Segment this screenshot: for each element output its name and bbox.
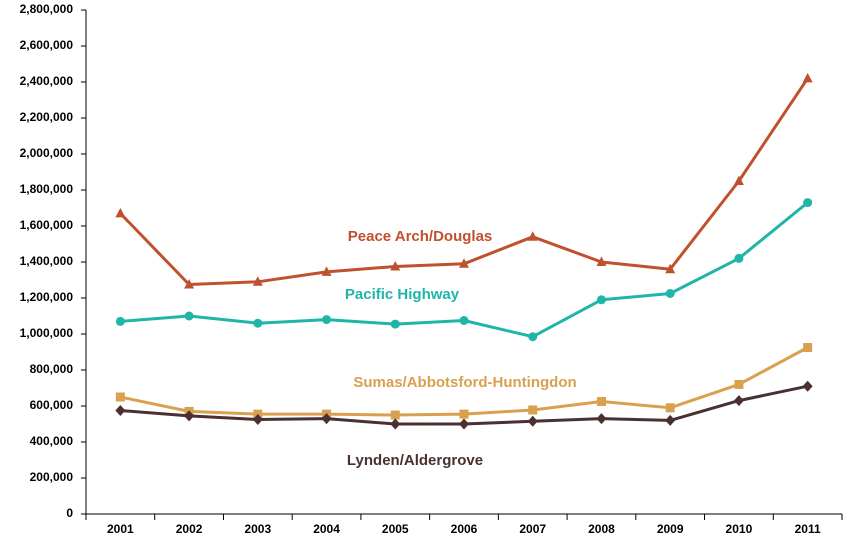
point: [390, 261, 401, 271]
y-tick-label: 2,600,000: [20, 38, 74, 52]
y-tick-label: 2,400,000: [20, 74, 74, 88]
point: [390, 410, 400, 420]
point: [459, 418, 469, 430]
point: [528, 332, 538, 342]
x-tick-label: 2010: [726, 522, 753, 536]
point: [734, 379, 744, 389]
point: [527, 231, 538, 241]
y-tick-label: 1,400,000: [20, 254, 74, 268]
y-tick-label: 400,000: [30, 434, 74, 448]
y-tick-label: 1,200,000: [20, 290, 74, 304]
point: [253, 318, 263, 328]
point: [665, 289, 675, 298]
point: [115, 405, 126, 416]
x-tick-label: 2008: [588, 522, 615, 536]
x-tick-label: 2003: [244, 522, 271, 536]
x-tick-label: 2001: [107, 522, 134, 536]
y-tick-label: 0: [66, 506, 73, 520]
point: [115, 207, 126, 218]
point: [252, 414, 263, 425]
y-tick-label: 1,800,000: [20, 182, 74, 196]
point: [390, 319, 400, 329]
point: [596, 413, 607, 425]
series-label: Peace Arch/Douglas: [348, 228, 493, 245]
x-tick-label: 2004: [313, 522, 340, 536]
series-label: Lynden/Aldergrove: [347, 452, 483, 469]
point: [459, 258, 469, 268]
point: [459, 316, 469, 325]
series-label: Pacific Highway: [345, 286, 460, 303]
point: [252, 276, 263, 286]
point: [596, 295, 606, 305]
point: [527, 415, 538, 427]
point: [734, 253, 744, 263]
x-tick-label: 2009: [657, 522, 684, 536]
point: [184, 279, 195, 289]
point: [665, 414, 676, 426]
series-label: Sumas/Abbotsford-Huntingdon: [353, 374, 576, 391]
y-tick-label: 1,600,000: [20, 218, 74, 232]
point: [596, 256, 607, 266]
point: [184, 410, 195, 422]
point: [459, 409, 469, 419]
x-tick-label: 2005: [382, 522, 409, 536]
x-tick-label: 2002: [176, 522, 203, 536]
y-tick-label: 2,200,000: [20, 110, 74, 124]
y-tick-label: 800,000: [30, 362, 74, 376]
point: [802, 72, 813, 83]
y-tick-label: 2,000,000: [20, 146, 74, 160]
y-tick-label: 200,000: [30, 470, 74, 484]
point: [733, 175, 744, 185]
point: [665, 263, 676, 274]
point: [802, 380, 813, 392]
y-tick-label: 2,800,000: [20, 2, 74, 16]
point: [803, 198, 813, 208]
y-tick-label: 600,000: [30, 398, 74, 412]
x-tick-label: 2011: [795, 522, 821, 536]
point: [733, 395, 744, 407]
point: [321, 266, 332, 276]
y-tick-label: 1,000,000: [20, 326, 74, 340]
point: [115, 392, 125, 402]
point: [184, 311, 194, 321]
series-line: [119, 77, 809, 286]
point: [390, 418, 401, 430]
point: [321, 413, 332, 425]
point: [322, 315, 332, 325]
point: [115, 316, 125, 326]
x-tick-label: 2007: [519, 522, 546, 536]
point: [596, 397, 606, 406]
point: [528, 405, 538, 415]
point: [665, 403, 675, 413]
x-tick-label: 2006: [451, 522, 478, 536]
point: [803, 343, 813, 352]
